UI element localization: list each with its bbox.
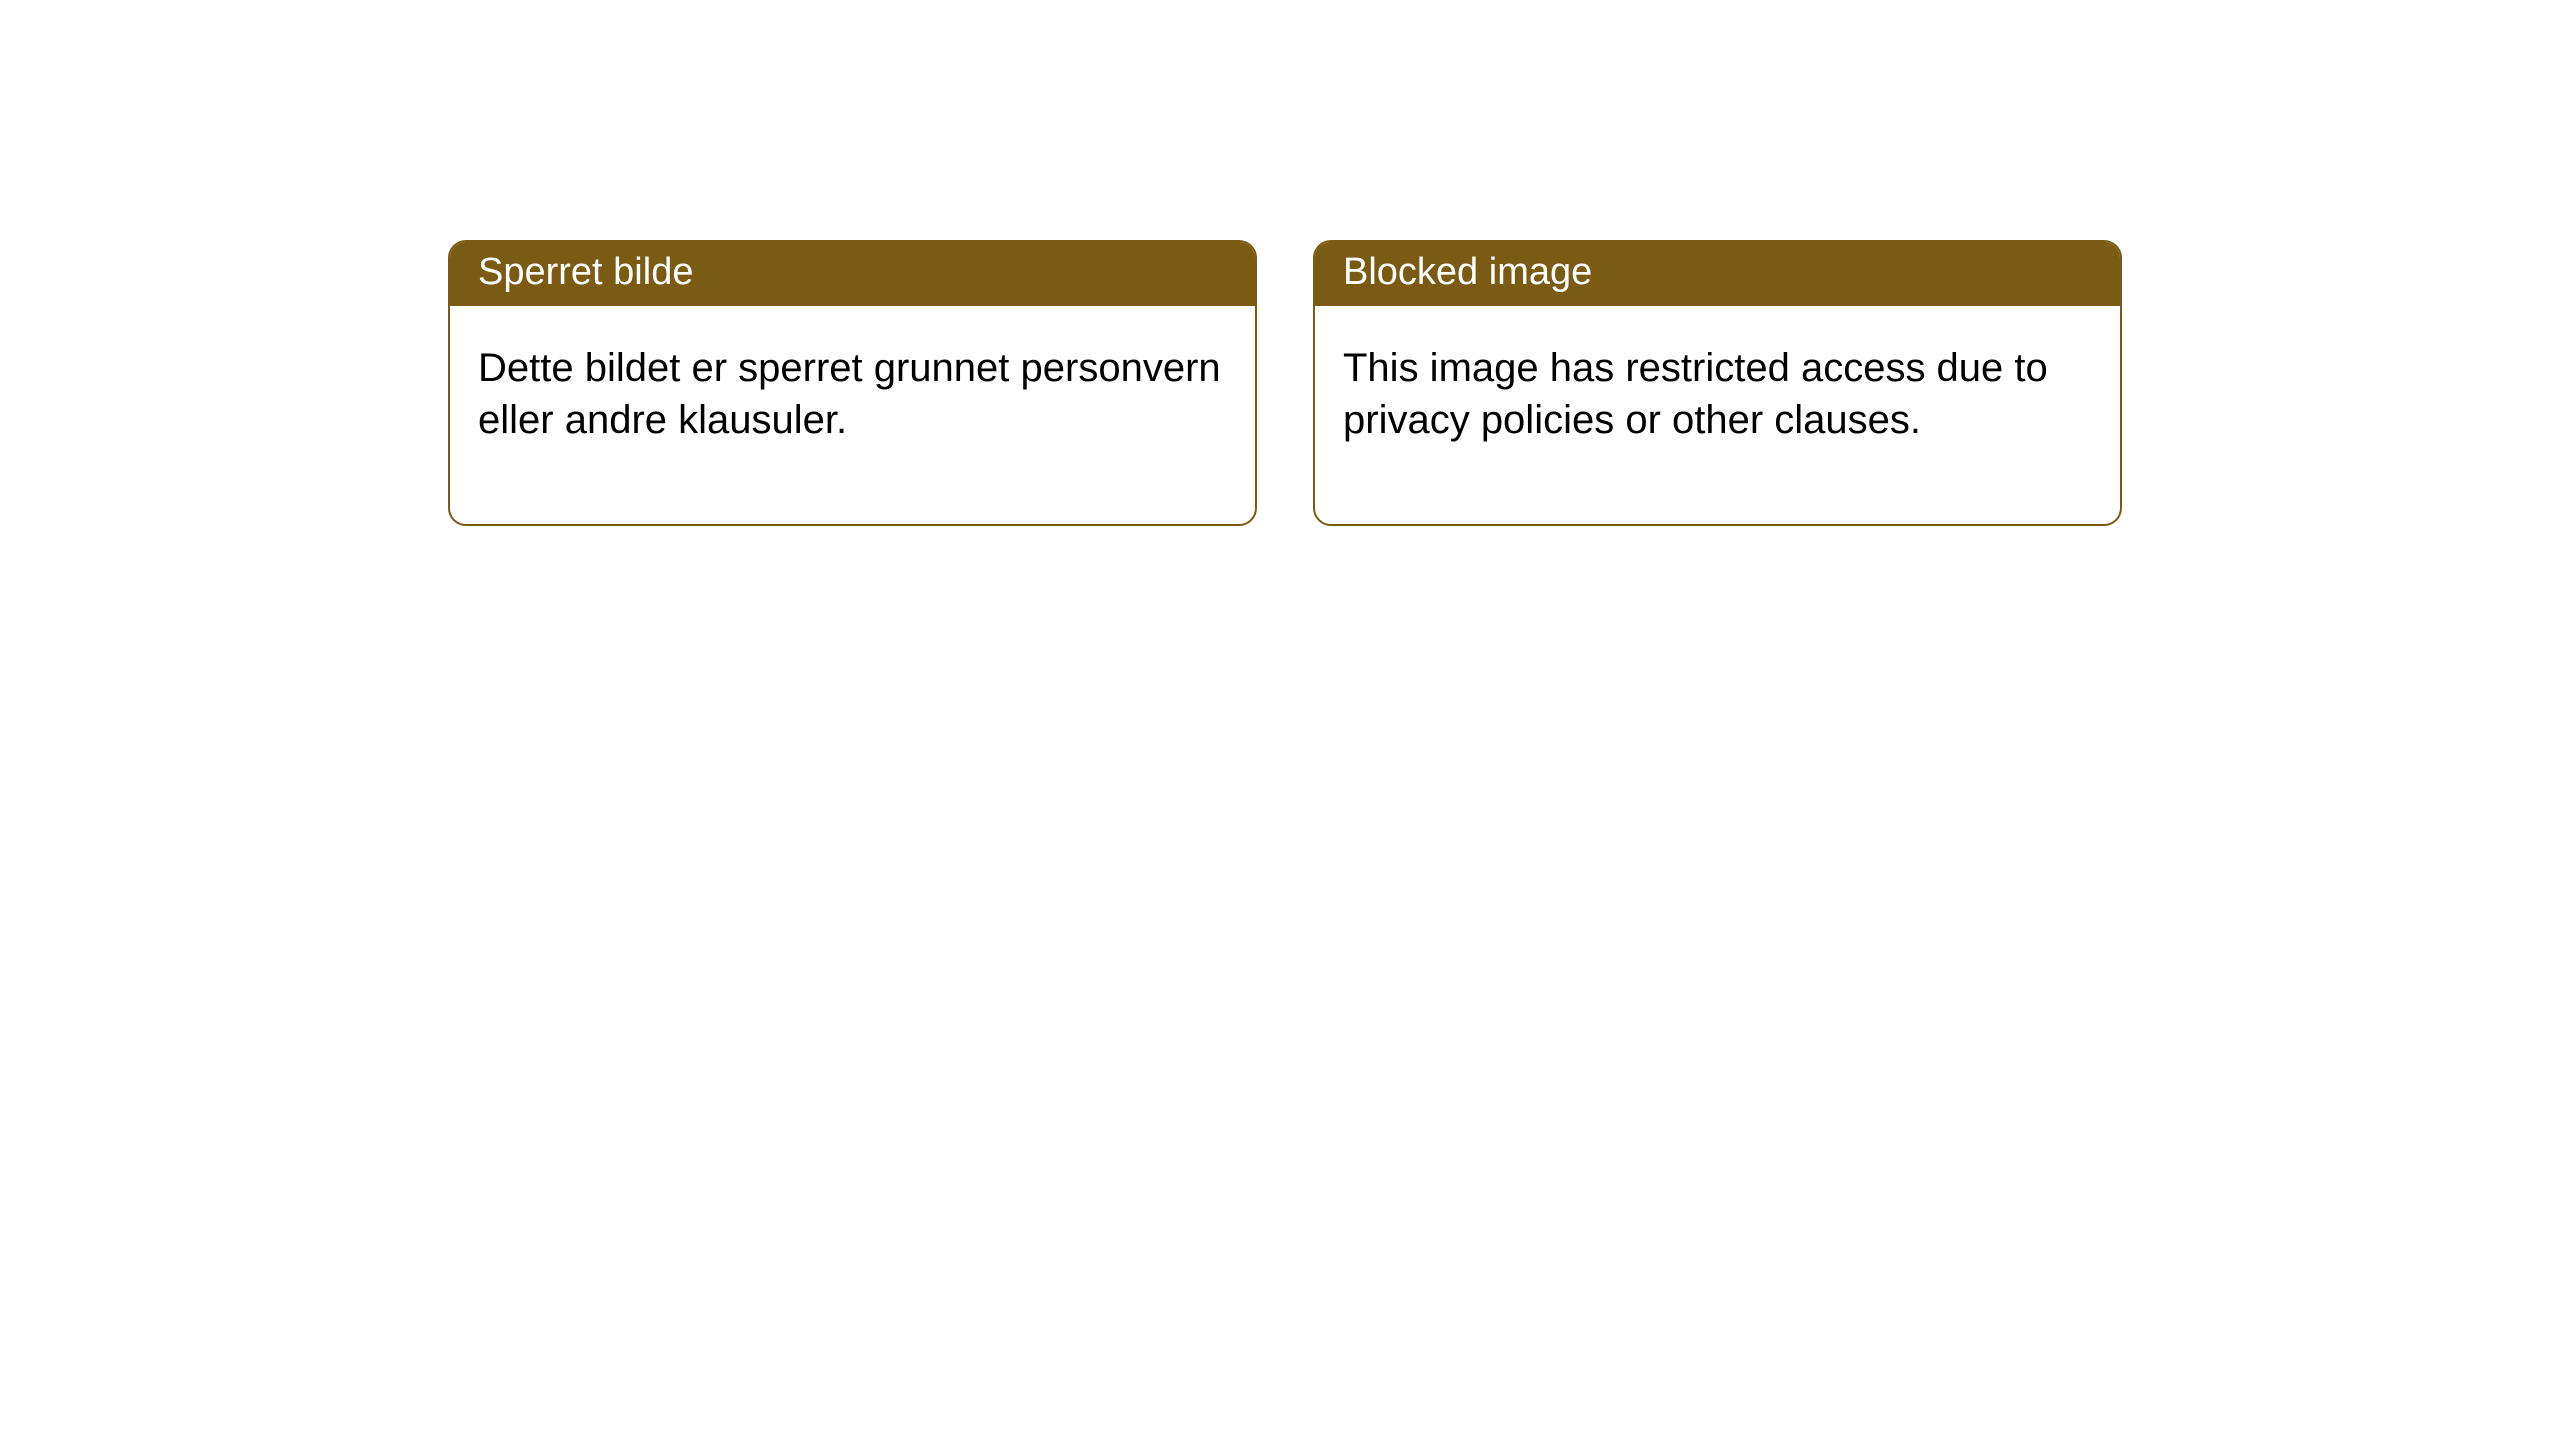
notice-header: Sperret bilde xyxy=(450,242,1255,306)
notice-header: Blocked image xyxy=(1315,242,2120,306)
notice-box-norwegian: Sperret bilde Dette bildet er sperret gr… xyxy=(448,240,1257,526)
notice-body: Dette bildet er sperret grunnet personve… xyxy=(450,306,1255,524)
notice-body: This image has restricted access due to … xyxy=(1315,306,2120,524)
notice-box-english: Blocked image This image has restricted … xyxy=(1313,240,2122,526)
notice-container: Sperret bilde Dette bildet er sperret gr… xyxy=(0,0,2560,526)
